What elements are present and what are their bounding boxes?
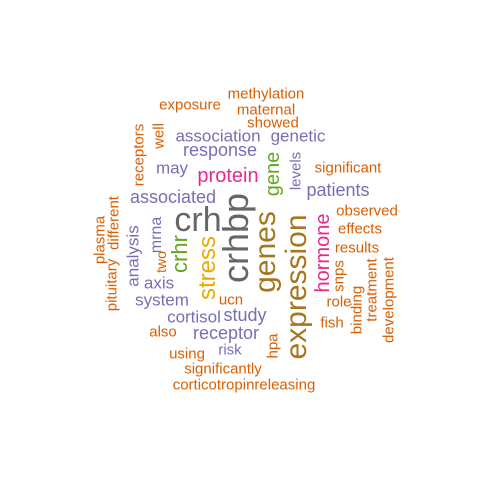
word-mrna: mrna	[148, 216, 165, 254]
word-genes: genes	[249, 211, 282, 293]
word-receptors: receptors	[130, 123, 148, 187]
word-crhr: crhr	[167, 235, 192, 273]
word-results: results	[334, 239, 380, 257]
word-association: association	[175, 126, 261, 146]
word-methylation: methylation	[227, 85, 305, 103]
word-ucn: ucn	[218, 291, 244, 309]
word-also: also	[149, 323, 177, 341]
word-may: may	[155, 158, 189, 178]
word-development: development	[380, 257, 398, 343]
word-fish: fish	[320, 314, 344, 332]
word-observed: observed	[336, 202, 398, 220]
word-two: two	[153, 251, 169, 273]
word-pituitary: pituitary	[103, 258, 121, 312]
word-protein: protein	[197, 165, 259, 187]
word-exposure: exposure	[159, 96, 221, 114]
word-genetic: genetic	[270, 126, 326, 146]
word-treatment: treatment	[363, 258, 381, 322]
word-maternal: maternal	[236, 101, 296, 119]
word-stress: stress	[194, 235, 221, 301]
word-cortisol: cortisol	[167, 307, 221, 327]
word-hpa: hpa	[264, 333, 282, 359]
word-patients: patients	[306, 180, 370, 200]
word-role: role	[326, 293, 352, 311]
word-snps: snps	[330, 260, 348, 292]
word-corticotropinreleasing: corticotropinreleasing	[172, 376, 316, 394]
word-receptor: receptor	[192, 323, 260, 343]
word-binding: binding	[348, 285, 366, 335]
word-response: response	[182, 140, 258, 160]
word-effects: effects	[338, 220, 382, 238]
word-system: system	[135, 290, 189, 310]
word-crh: crh	[174, 201, 222, 239]
word-associated: associated	[129, 187, 217, 207]
word-gene: gene	[262, 151, 284, 197]
word-expression: expression	[280, 214, 313, 360]
word-risk: risk	[218, 341, 242, 359]
word-study: study	[223, 305, 267, 325]
word-well: well	[150, 123, 168, 149]
word-using: using	[169, 345, 205, 363]
word-significantly: significantly	[184, 360, 262, 378]
word-analysis: analysis	[123, 225, 143, 287]
word-different: different	[105, 196, 123, 250]
word-significant: significant	[314, 159, 382, 177]
word-axis: axis	[143, 273, 175, 293]
word-showed: showed	[247, 114, 299, 132]
word-levels: levels	[287, 151, 305, 191]
